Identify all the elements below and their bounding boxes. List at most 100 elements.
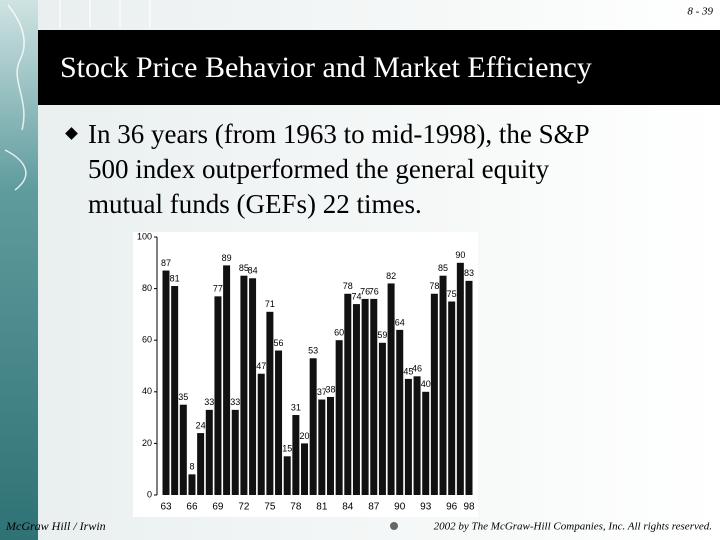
bar: [456, 262, 464, 495]
data-label: 33: [230, 397, 240, 407]
data-label: 56: [274, 338, 284, 348]
footer-right: 2002 by The McGraw-Hill Companies, Inc. …: [434, 521, 712, 533]
data-label: 89: [222, 253, 232, 263]
x-tick-label: 72: [238, 502, 250, 513]
bullet-line: mutual funds (GEFs) 22 times.: [88, 189, 422, 219]
bar: [257, 373, 265, 495]
x-tick-label: 96: [446, 502, 458, 513]
bar: [309, 358, 317, 495]
data-label: 83: [464, 268, 474, 278]
bar: [179, 404, 187, 495]
bar: [370, 298, 378, 495]
data-label: 76: [360, 286, 370, 296]
bar: [465, 280, 473, 495]
bar: [352, 304, 360, 495]
bar: [422, 391, 430, 495]
data-label: 85: [239, 263, 249, 273]
data-label: 37: [317, 387, 327, 397]
x-tick-label: 78: [290, 502, 302, 513]
bar: [223, 265, 231, 495]
y-tick-label: 40: [142, 386, 152, 396]
data-label: 60: [334, 328, 344, 338]
bar: [335, 340, 343, 495]
data-label: 78: [429, 281, 439, 291]
x-tick-label: 66: [186, 502, 198, 513]
bar: [275, 350, 283, 495]
data-label: 38: [325, 384, 335, 394]
data-label: 77: [213, 284, 223, 294]
footer-left: McGraw Hill / Irwin: [5, 519, 106, 533]
bar: [162, 270, 170, 495]
x-tick-label: 93: [420, 502, 432, 513]
data-label: 31: [291, 402, 301, 412]
bar: [283, 456, 291, 495]
bar: [326, 396, 334, 495]
x-tick-label: 98: [463, 502, 475, 513]
x-tick-label: 81: [316, 502, 328, 513]
bar: [396, 329, 404, 495]
bar: [301, 443, 309, 495]
data-label: 40: [421, 379, 431, 389]
y-tick-label: 0: [147, 489, 152, 499]
y-tick-label: 100: [137, 231, 152, 241]
x-tick-label: 75: [264, 502, 276, 513]
data-label: 85: [438, 263, 448, 273]
data-label: 8: [189, 462, 194, 472]
bar: [448, 301, 456, 495]
x-tick-label: 69: [212, 502, 224, 513]
data-label: 24: [196, 420, 206, 430]
bar: [205, 409, 213, 495]
data-label: 84: [248, 266, 258, 276]
decoration: [4, 0, 151, 191]
bullet-mark: [65, 127, 78, 140]
y-tick-label: 20: [142, 438, 152, 448]
x-tick-label: 84: [342, 502, 354, 513]
bar: [387, 283, 395, 495]
bullet-line: 500 index outperformed the general equit…: [88, 154, 550, 184]
bar: [318, 399, 326, 495]
bar: [266, 311, 274, 495]
bar: [439, 275, 447, 495]
bar: [292, 415, 300, 495]
page-number: 8 - 39: [687, 6, 713, 18]
slide-title: Stock Price Behavior and Market Efficien…: [60, 51, 592, 84]
bar: [249, 278, 257, 495]
data-label: 81: [170, 273, 180, 283]
bullet-line: In 36 years (from 1963 to mid-1998), the…: [88, 119, 590, 149]
data-label: 71: [265, 299, 275, 309]
data-label: 59: [377, 330, 387, 340]
bar: [430, 293, 438, 495]
copyright-icon: [390, 522, 398, 530]
bar: [188, 474, 196, 495]
bar: [240, 275, 248, 495]
bar: [231, 409, 239, 495]
data-label: 15: [282, 444, 292, 454]
x-tick-label: 63: [160, 502, 172, 513]
bar: [361, 298, 369, 495]
data-label: 35: [178, 392, 188, 402]
title-bar: [38, 30, 720, 105]
bar: [378, 342, 386, 495]
data-label: 20: [300, 431, 310, 441]
data-label: 64: [395, 317, 405, 327]
data-label: 82: [386, 271, 396, 281]
chart: 0 20 40 60 80 100 87 63 81 35 8 66 24 33 77 69 89 33 85 72 8…: [137, 231, 475, 512]
data-label: 76: [369, 286, 379, 296]
data-label: 47: [256, 361, 266, 371]
side-strip: [0, 0, 38, 540]
y-tick-label: 60: [142, 335, 152, 345]
bar: [404, 378, 412, 495]
bullet-text: In 36 years (from 1963 to mid-1998), the…: [88, 119, 590, 219]
data-label: 78: [343, 281, 353, 291]
x-tick-label: 87: [368, 502, 380, 513]
data-label: 45: [403, 366, 413, 376]
y-tick-label: 80: [142, 283, 152, 293]
bar: [413, 376, 421, 495]
bar: [344, 293, 352, 495]
bar: [171, 286, 179, 495]
data-label: 53: [308, 346, 318, 356]
data-label: 90: [455, 250, 465, 260]
data-label: 74: [351, 291, 361, 301]
